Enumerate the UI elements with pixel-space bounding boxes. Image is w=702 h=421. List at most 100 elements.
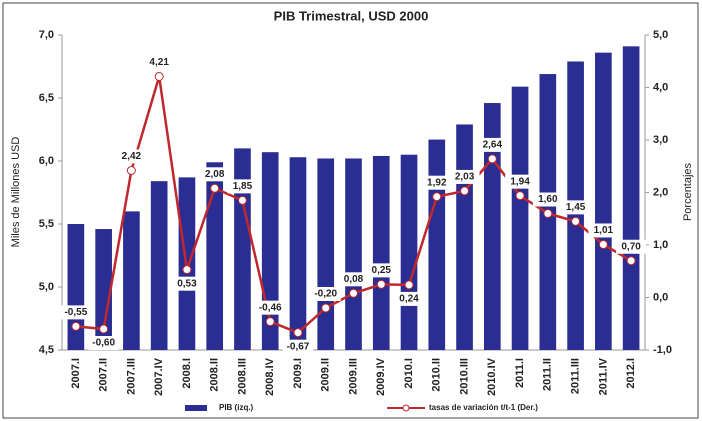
bar (622, 46, 640, 351)
y-tick-label: 6,5 (39, 92, 54, 104)
x-tick-label: 2009.III (347, 358, 359, 395)
x-tick-label: 2009.I (292, 358, 304, 389)
marker (598, 239, 608, 249)
label-bg (616, 239, 647, 254)
bar (234, 148, 251, 350)
label-bg (338, 272, 369, 287)
label-bg (449, 169, 480, 184)
y2-tick-label: -1,0 (653, 344, 672, 356)
data-label: -0,60 (92, 338, 115, 349)
label-bg (477, 137, 508, 152)
data-label: 0,53 (177, 278, 197, 289)
data-label: 0,70 (621, 241, 641, 252)
label-bg (532, 192, 563, 207)
data-label: 1,45 (566, 202, 586, 213)
marker (515, 191, 525, 201)
marker (487, 154, 497, 164)
y-axis-label: Miles de Millones USD (10, 137, 22, 248)
label-bg (366, 263, 397, 278)
y-tick-label: 5,0 (39, 281, 54, 293)
bar (289, 157, 307, 350)
bar (123, 211, 140, 350)
y-tick-label: 4,5 (39, 344, 54, 356)
label-bg (588, 223, 619, 238)
marker (154, 71, 164, 81)
label-bg (227, 179, 258, 194)
data-label: 2,08 (205, 169, 225, 180)
marker (543, 209, 553, 218)
bar (95, 229, 112, 350)
x-tick-label: 2011.II (542, 358, 554, 391)
data-label: 1,94 (510, 176, 530, 187)
bar (428, 139, 446, 350)
label-bg (116, 149, 147, 164)
label-bg (394, 291, 425, 306)
x-tick-label: 2010.I (403, 358, 415, 389)
marker (99, 324, 109, 334)
data-label: 1,85 (233, 181, 253, 192)
label-bg (60, 305, 91, 320)
x-tick-label: 2012.I (625, 358, 637, 389)
y2-tick-label: 4,0 (653, 81, 668, 93)
y2-tick-label: 2,0 (653, 186, 668, 198)
data-label: -0,20 (314, 289, 337, 300)
legend-label: tasas de variación t/t-1 (Der.) (429, 403, 538, 412)
x-tick-label: 2011.IV (597, 357, 609, 395)
x-tick-label: 2007.III (125, 358, 137, 395)
x-tick-label: 2011.I (514, 358, 526, 388)
x-tick-label: 2009.II (320, 358, 332, 392)
label-bg (310, 287, 341, 301)
x-tick-label: 2010.II (431, 358, 443, 392)
y-tick-label: 6,0 (39, 155, 54, 167)
data-label: 1,01 (594, 225, 614, 236)
bar (206, 162, 224, 350)
x-tick-label: 2007.I (70, 358, 82, 389)
bar (372, 155, 390, 350)
x-tick-label: 2007.IV (153, 357, 165, 396)
marker (126, 165, 136, 175)
data-label: 0,25 (372, 265, 392, 276)
marker (432, 192, 442, 202)
x-tick-label: 2008.II (209, 358, 221, 392)
legend-swatch (185, 405, 207, 411)
label-bg (88, 336, 119, 350)
label-bg (199, 167, 230, 182)
marker (460, 186, 470, 196)
data-label: 1,92 (427, 177, 447, 188)
label-bg (421, 175, 452, 190)
y2-tick-label: 5,0 (653, 29, 668, 41)
label-bg (282, 339, 313, 354)
label-bg (505, 174, 536, 189)
data-label: 4,21 (149, 57, 169, 68)
bar (511, 86, 529, 350)
data-label: -0,46 (259, 302, 282, 313)
legend-marker (402, 404, 410, 412)
data-label: -0,67 (287, 341, 310, 352)
bar (317, 158, 335, 350)
bar (400, 154, 418, 350)
y-tick-label: 7,0 (39, 29, 54, 41)
marker (321, 303, 331, 313)
marker (349, 288, 358, 298)
y2-tick-label: 3,0 (653, 134, 668, 146)
x-tick-label: 2011.III (570, 358, 582, 394)
chart-title: PIB Trimestral, USD 2000 (274, 8, 429, 23)
y2-tick-label: 1,0 (653, 239, 668, 251)
bar (150, 181, 168, 350)
x-tick-label: 2008.I (181, 358, 193, 389)
data-label: 2,03 (455, 172, 475, 183)
marker (376, 279, 386, 289)
marker (571, 216, 581, 226)
x-tick-label: 2010.IV (486, 357, 498, 396)
bar (595, 52, 612, 350)
marker (293, 328, 303, 338)
x-tick-label: 2007.II (98, 358, 110, 392)
data-label: 2,64 (483, 140, 503, 151)
label-bg (171, 276, 202, 291)
marker (182, 265, 192, 275)
y2-tick-label: 0,0 (653, 291, 668, 303)
marker (626, 256, 636, 266)
marker (71, 321, 81, 331)
marker (404, 280, 414, 290)
